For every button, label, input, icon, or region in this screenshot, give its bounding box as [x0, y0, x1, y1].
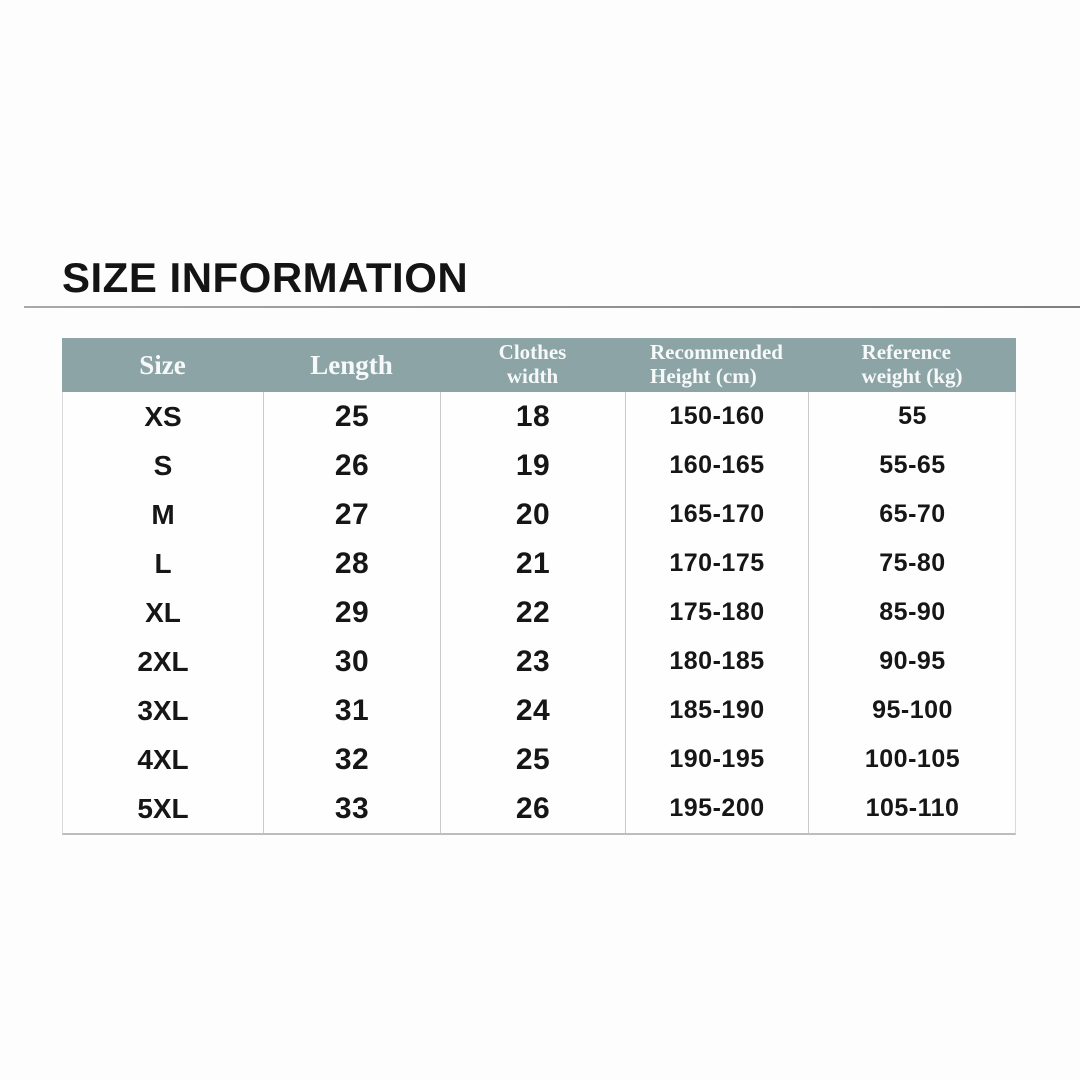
cell-recommended-height: 150-160: [625, 392, 808, 441]
cell-size: S: [153, 449, 173, 481]
table-header-row: Size Length Clothes width Recommended He…: [62, 338, 1016, 392]
column-header-size: Size: [62, 338, 263, 392]
cell-size: 4XL: [137, 743, 189, 775]
column-header-clothes-width-line1: Clothes: [498, 340, 567, 365]
table-row: 4XL 32 25 190-195 100-105: [63, 735, 1015, 784]
cell-clothes-width: 24: [440, 686, 625, 735]
cell-clothes-width: 26: [440, 784, 625, 833]
column-header-size-label: Size: [139, 349, 186, 380]
column-header-reference-weight-line2: weight (kg): [861, 364, 963, 388]
table-row: M 27 20 165-170 65-70: [63, 490, 1015, 539]
table-row: 3XL 31 24 185-190 95-100: [63, 686, 1015, 735]
table-row: L 28 21 170-175 75-80: [63, 539, 1015, 588]
cell-size: XL: [145, 596, 181, 628]
cell-recommended-height: 185-190: [625, 686, 808, 735]
column-header-clothes-width: Clothes width: [440, 338, 625, 392]
cell-size: 2XL: [137, 645, 189, 677]
table-row: 5XL 33 26 195-200 105-110: [63, 784, 1015, 833]
cell-length: 30: [263, 637, 440, 686]
cell-length: 25: [263, 392, 440, 441]
cell-size: 5XL: [137, 792, 189, 824]
column-header-length: Length: [263, 338, 440, 392]
cell-clothes-width: 23: [440, 637, 625, 686]
cell-reference-weight: 90-95: [808, 637, 1016, 686]
cell-clothes-width: 20: [440, 490, 625, 539]
cell-length: 27: [263, 490, 440, 539]
cell-clothes-width: 22: [440, 588, 625, 637]
cell-clothes-width: 25: [440, 735, 625, 784]
table-row: XL 29 22 175-180 85-90: [63, 588, 1015, 637]
column-header-reference-weight-line1: Reference: [861, 340, 951, 365]
cell-reference-weight: 100-105: [808, 735, 1016, 784]
cell-reference-weight: 85-90: [808, 588, 1016, 637]
table-row: S 26 19 160-165 55-65: [63, 441, 1015, 490]
cell-clothes-width: 18: [440, 392, 625, 441]
cell-length: 28: [263, 539, 440, 588]
cell-recommended-height: 180-185: [625, 637, 808, 686]
cell-reference-weight: 75-80: [808, 539, 1016, 588]
table-body: XS 25 18 150-160 55 S 26 19 160-165 55-65 M 27 20 165…: [62, 392, 1016, 835]
cell-reference-weight: 95-100: [808, 686, 1016, 735]
column-header-recommended-height-line2: Height (cm): [650, 364, 757, 388]
column-header-clothes-width-line2: width: [506, 364, 559, 388]
cell-length: 32: [263, 735, 440, 784]
column-header-recommended-height: Recommended Height (cm): [625, 338, 808, 392]
table-row: XS 25 18 150-160 55: [63, 392, 1015, 441]
cell-size: M: [151, 498, 175, 530]
page-title: SIZE INFORMATION: [62, 254, 469, 301]
cell-clothes-width: 19: [440, 441, 625, 490]
column-header-reference-weight: Reference weight (kg): [808, 338, 1016, 392]
cell-length: 26: [263, 441, 440, 490]
cell-size: XS: [144, 400, 182, 432]
cell-recommended-height: 165-170: [625, 490, 808, 539]
cell-recommended-height: 170-175: [625, 539, 808, 588]
cell-length: 31: [263, 686, 440, 735]
title-divider: [24, 306, 1080, 308]
cell-reference-weight: 55-65: [808, 441, 1016, 490]
table-row: 2XL 30 23 180-185 90-95: [63, 637, 1015, 686]
cell-size: L: [154, 547, 172, 579]
size-table: Size Length Clothes width Recommended He…: [62, 338, 1016, 835]
cell-reference-weight: 105-110: [808, 784, 1016, 833]
cell-length: 29: [263, 588, 440, 637]
cell-recommended-height: 195-200: [625, 784, 808, 833]
cell-recommended-height: 175-180: [625, 588, 808, 637]
cell-length: 33: [263, 784, 440, 833]
cell-size: 3XL: [137, 694, 189, 726]
column-header-length-label: Length: [310, 349, 393, 380]
cell-recommended-height: 190-195: [625, 735, 808, 784]
cell-clothes-width: 21: [440, 539, 625, 588]
column-header-recommended-height-line1: Recommended: [650, 340, 783, 365]
cell-reference-weight: 55: [808, 392, 1016, 441]
cell-recommended-height: 160-165: [625, 441, 808, 490]
cell-reference-weight: 65-70: [808, 490, 1016, 539]
